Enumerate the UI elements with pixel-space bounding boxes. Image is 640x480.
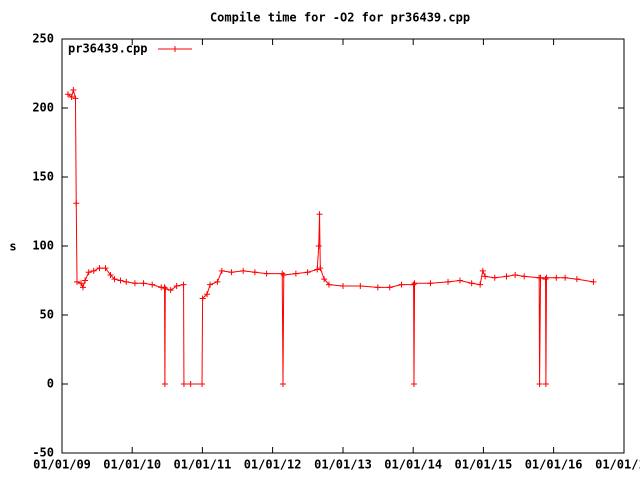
data-point [240, 267, 247, 274]
data-point [315, 243, 322, 249]
x-tick-label: 01/01/16 [525, 458, 583, 472]
data-point [251, 269, 258, 276]
data-point [207, 281, 214, 288]
data-point [218, 267, 225, 274]
data-point [357, 283, 364, 290]
data-point [167, 287, 174, 294]
data-point [456, 277, 463, 284]
data-point [228, 269, 235, 276]
data-point [340, 283, 346, 290]
data-point [411, 280, 418, 287]
x-tick-label: 01/01/15 [455, 458, 513, 472]
x-tick-label: 01/01/12 [244, 458, 302, 472]
data-point [321, 276, 328, 283]
data-point [78, 280, 85, 287]
data-point [74, 278, 81, 285]
data-point [85, 269, 92, 276]
chart-title: Compile time for -O2 for pr36439.cpp [210, 11, 470, 25]
x-tick-label: 01/01/09 [33, 458, 91, 472]
data-point [410, 281, 417, 288]
data-point [542, 276, 549, 283]
data-point [562, 274, 569, 281]
data-point [263, 270, 270, 277]
data-point [292, 270, 299, 277]
data-point [445, 278, 452, 285]
data-point [317, 265, 324, 272]
data-point [214, 278, 221, 285]
data-point [468, 280, 475, 287]
data-point [79, 284, 86, 291]
data-point [199, 295, 206, 302]
data-point [72, 95, 79, 102]
x-tick-label: 01/01/14 [384, 458, 442, 472]
data-point [482, 273, 489, 280]
data-point [521, 273, 528, 280]
data-point [102, 265, 109, 272]
y-tick-label: 0 [47, 377, 54, 391]
y-tick-label: 150 [32, 170, 54, 184]
data-point [304, 269, 311, 276]
data-point [107, 271, 114, 278]
data-point [479, 267, 486, 274]
data-point [280, 271, 287, 278]
data-point [543, 274, 550, 281]
legend-marker [172, 46, 178, 52]
data-point [68, 93, 75, 100]
data-point [111, 276, 118, 283]
y-tick-label: 250 [32, 32, 54, 46]
data-point [140, 280, 147, 287]
data-point [477, 281, 484, 288]
data-point [73, 200, 80, 207]
data-point [131, 280, 138, 287]
data-point [386, 284, 393, 291]
data-point [314, 266, 321, 273]
data-point [90, 267, 97, 274]
data-point [573, 276, 580, 283]
data-point [117, 277, 124, 284]
y-tick-label: -50 [32, 446, 54, 460]
data-point [325, 281, 332, 288]
x-tick-label: 01/01/17 [595, 458, 640, 472]
data-point [590, 278, 597, 285]
data-point [491, 274, 498, 281]
data-point [204, 291, 211, 298]
data-point [536, 381, 543, 387]
data-point [199, 381, 206, 387]
data-point [279, 381, 286, 387]
data-point [82, 277, 89, 284]
x-tick-label: 01/01/13 [314, 458, 372, 472]
data-point [70, 87, 77, 94]
data-point [398, 281, 405, 288]
data-point [180, 381, 187, 387]
data-point [161, 284, 168, 291]
data-point [96, 265, 103, 272]
data-point [503, 273, 510, 280]
data-point [542, 381, 549, 387]
data-point [173, 283, 180, 290]
y-tick-label: 200 [32, 101, 54, 115]
data-point [512, 271, 519, 278]
data-point [427, 280, 434, 287]
data-point [374, 284, 381, 291]
data-point [149, 281, 156, 288]
data-point [161, 381, 168, 387]
data-point [316, 211, 323, 218]
data-point [537, 274, 544, 281]
y-tick-label: 50 [40, 308, 54, 322]
data-point [187, 381, 194, 387]
x-tick-label: 01/01/10 [103, 458, 161, 472]
data-point [180, 281, 187, 288]
x-tick-label: 01/01/11 [174, 458, 232, 472]
y-tick-label: 100 [32, 239, 54, 253]
data-point [410, 381, 417, 387]
data-point [162, 285, 169, 292]
data-point [64, 91, 71, 98]
y-axis-label: s [9, 240, 16, 254]
data-point [123, 278, 130, 285]
data-point [553, 274, 560, 281]
legend-label: pr36439.cpp [68, 42, 147, 56]
